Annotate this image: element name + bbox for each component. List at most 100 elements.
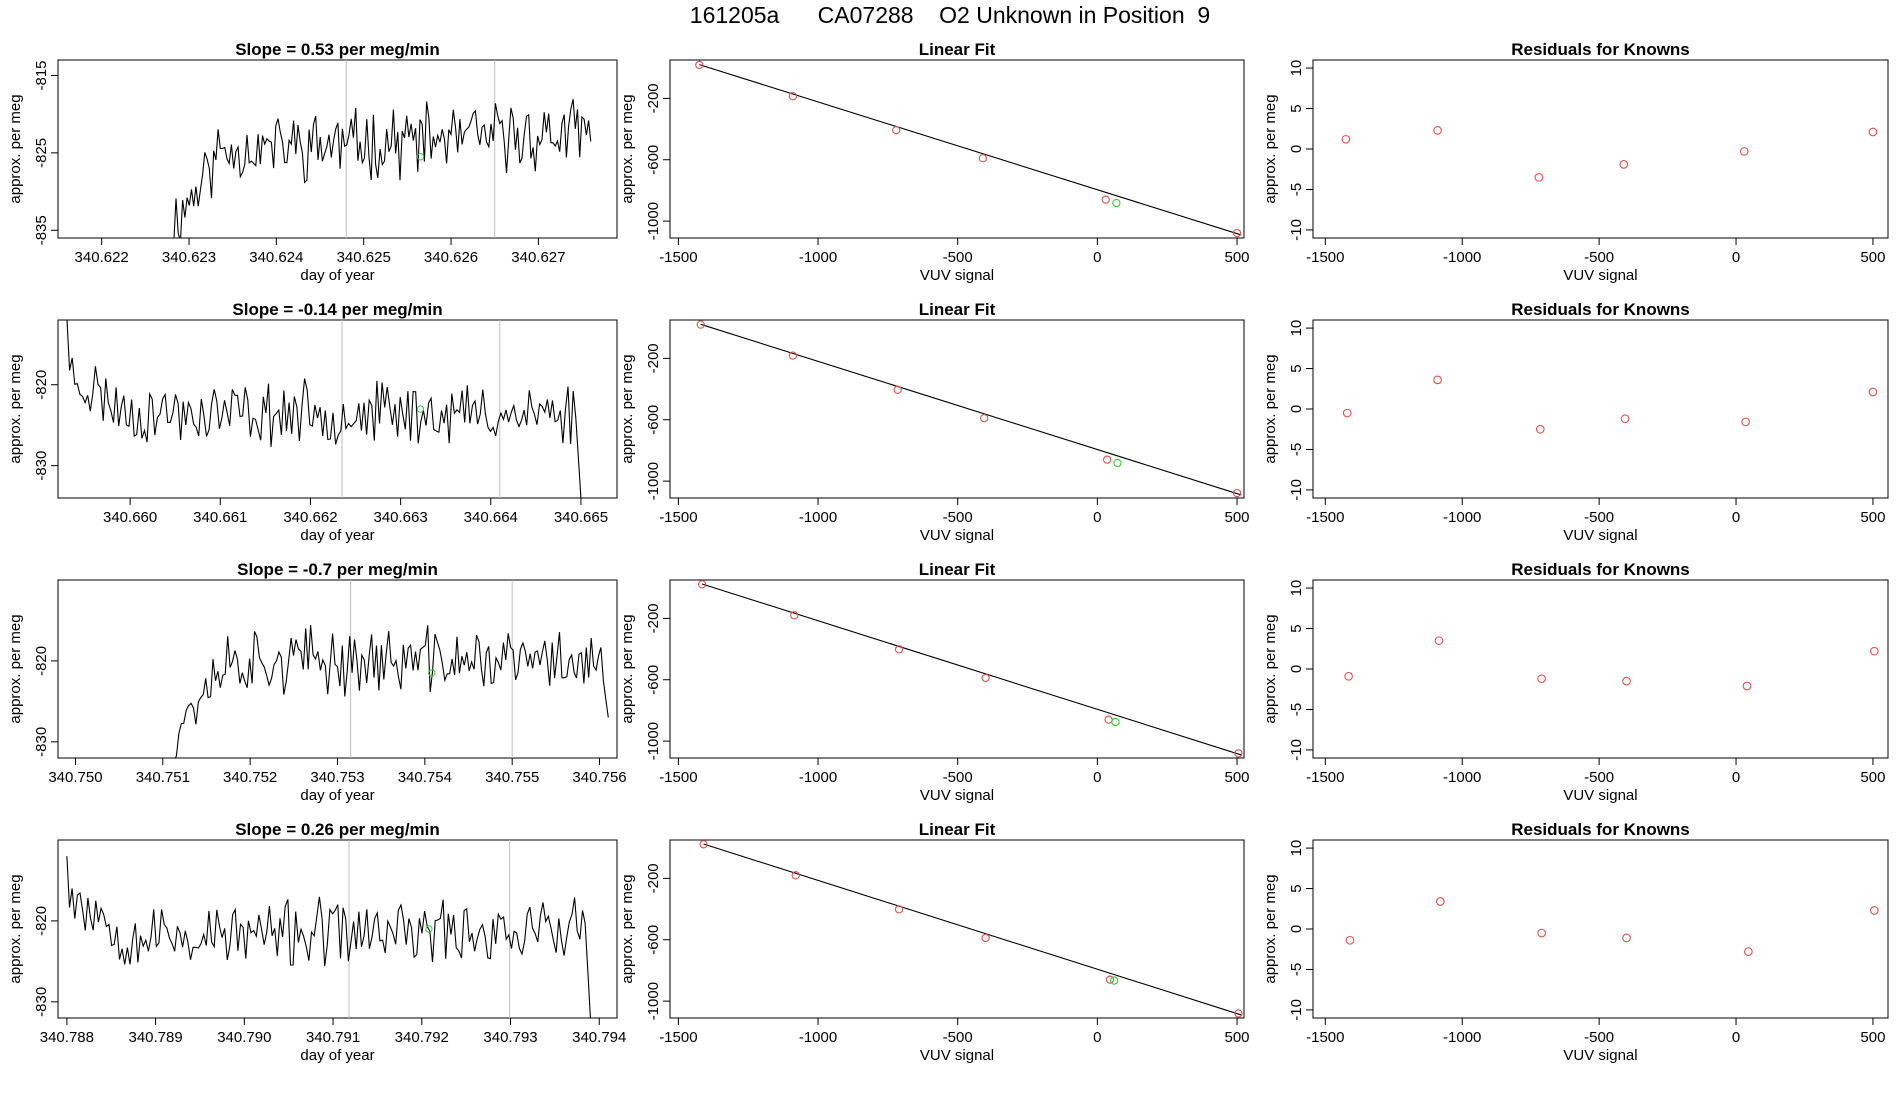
known-point xyxy=(1232,228,1242,238)
x-tick-label: -1000 xyxy=(799,1029,837,1046)
x-tick-label: 0 xyxy=(1732,1029,1740,1046)
residual-point xyxy=(1535,424,1545,434)
linear-fit-panel-4: Linear Fit -1500 -1000 -500 0 500 -200 -600 -100… xyxy=(619,820,1250,1064)
x-tick-label: -1500 xyxy=(659,1029,697,1046)
y-tick-label: -820 xyxy=(33,646,50,676)
x-axis-label: VUV signal xyxy=(1563,527,1637,544)
x-tick-label: 0 xyxy=(1093,1029,1101,1046)
x-axis-label: VUV signal xyxy=(920,527,994,544)
x-tick-label: -1500 xyxy=(1306,509,1344,526)
residual-point xyxy=(1742,681,1752,691)
unknown-point xyxy=(1113,458,1122,468)
y-tick-label: 10 xyxy=(1288,580,1305,597)
x-tick-label: 500 xyxy=(1860,249,1885,266)
y-tick-label: -1000 xyxy=(645,462,662,500)
chart-title: Linear Fit xyxy=(919,40,996,59)
residual-point xyxy=(1433,375,1442,385)
fit-line xyxy=(701,583,1242,756)
timeseries-panel-3: Slope = -0.7 per meg/min 340.750 340.751 34… xyxy=(7,560,627,804)
residual-point xyxy=(1534,172,1544,182)
x-tick-label: -1500 xyxy=(1306,1029,1344,1046)
unknown-point xyxy=(1109,976,1119,985)
y-tick-label: -200 xyxy=(645,603,662,633)
x-tick-label: 500 xyxy=(1225,509,1250,526)
y-tick-label: -835 xyxy=(33,215,50,245)
fit-line xyxy=(700,323,1242,496)
x-tick-label: 340.624 xyxy=(249,249,303,266)
y-axis-label: approx. per meg xyxy=(619,614,636,723)
x-tick-label: 340.663 xyxy=(373,509,427,526)
x-tick-label: 340.751 xyxy=(136,769,190,786)
timeseries-panel-1: Slope = 0.53 per meg/min 340.622 340.623 34… xyxy=(7,40,618,284)
timeseries-line xyxy=(171,625,609,758)
plot-frame xyxy=(669,59,1245,239)
y-tick-label: -600 xyxy=(645,145,662,175)
y-tick-label: -830 xyxy=(33,987,50,1017)
x-tick-label: 340.750 xyxy=(48,769,102,786)
y-tick-label: 5 xyxy=(1288,624,1305,632)
known-point xyxy=(1105,975,1115,984)
x-tick-label: -500 xyxy=(1584,509,1614,526)
known-point xyxy=(699,840,708,849)
x-tick-label: -500 xyxy=(1584,1029,1614,1046)
y-tick-label: -820 xyxy=(33,906,50,936)
x-tick-label: 340.791 xyxy=(306,1029,360,1046)
y-tick-label: 0 xyxy=(1288,145,1305,153)
x-tick-label: 500 xyxy=(1225,769,1250,786)
linear-fit-panel-3: Linear Fit -1500 -1000 -500 0 500 -200 -600 -100… xyxy=(619,560,1250,804)
x-tick-label: -500 xyxy=(1584,249,1614,266)
x-tick-label: -1000 xyxy=(1443,769,1481,786)
y-tick-label: -5 xyxy=(1288,963,1305,976)
linear-fit-panel-1: Linear Fit -1500 -1000 -500 0 500 -200 -600 -100… xyxy=(619,40,1250,284)
known-point xyxy=(1234,749,1243,758)
known-point xyxy=(791,871,800,880)
x-axis-label: day of year xyxy=(300,267,374,284)
residual-point xyxy=(1868,387,1878,397)
x-tick-label: 340.754 xyxy=(398,769,452,786)
x-tick-label: 340.661 xyxy=(193,509,247,526)
x-tick-label: -1000 xyxy=(799,769,837,786)
x-tick-label: 340.752 xyxy=(223,769,277,786)
x-tick-label: 340.756 xyxy=(572,769,626,786)
x-tick-label: -1500 xyxy=(659,769,697,786)
chart-title: Linear Fit xyxy=(919,820,996,839)
x-tick-label: 0 xyxy=(1732,249,1740,266)
residual-point xyxy=(1434,636,1444,646)
y-axis-label: approx. per meg xyxy=(619,354,636,463)
y-tick-label: 0 xyxy=(1288,665,1305,673)
known-point xyxy=(1232,488,1242,498)
y-tick-label: -200 xyxy=(645,83,662,113)
known-point xyxy=(696,320,705,329)
x-axis-label: VUV signal xyxy=(1563,787,1637,804)
chart-title: Slope = -0.14 per meg/min xyxy=(232,300,442,319)
y-axis-label: approx. per meg xyxy=(7,354,24,463)
residual-point xyxy=(1344,671,1353,681)
residual-point xyxy=(1435,897,1445,906)
plot-frame xyxy=(669,579,1245,759)
x-tick-label: 500 xyxy=(1225,249,1250,266)
residual-point xyxy=(1619,160,1629,169)
x-tick-label: 340.792 xyxy=(395,1029,449,1046)
chart-title: Slope = -0.7 per meg/min xyxy=(237,560,438,579)
x-tick-label: 340.626 xyxy=(424,249,478,266)
y-tick-label: -5 xyxy=(1288,443,1305,456)
residuals-panel-1: Residuals for Knowns -1500 -1000 -500 0 500 10… xyxy=(1262,40,1889,284)
known-point xyxy=(697,580,707,589)
x-tick-label: 0 xyxy=(1732,769,1740,786)
y-axis-label: approx. per meg xyxy=(7,874,24,983)
y-tick-label: 5 xyxy=(1288,104,1305,112)
x-tick-label: 500 xyxy=(1860,1029,1885,1046)
x-tick-label: 0 xyxy=(1093,249,1101,266)
x-tick-label: 340.625 xyxy=(337,249,391,266)
page-title: 161205a CA07288 O2 Unknown in Position 9 xyxy=(689,2,1211,28)
y-tick-label: 10 xyxy=(1288,840,1305,857)
y-axis-label: approx. per meg xyxy=(7,94,24,203)
y-tick-label: -830 xyxy=(33,451,50,481)
y-tick-label: -1000 xyxy=(645,722,662,760)
y-tick-label: 10 xyxy=(1288,60,1305,77)
y-tick-label: -200 xyxy=(645,863,662,893)
known-point xyxy=(788,92,798,101)
residual-point xyxy=(1433,126,1442,135)
y-tick-label: 0 xyxy=(1288,405,1305,413)
residual-point xyxy=(1622,933,1631,943)
